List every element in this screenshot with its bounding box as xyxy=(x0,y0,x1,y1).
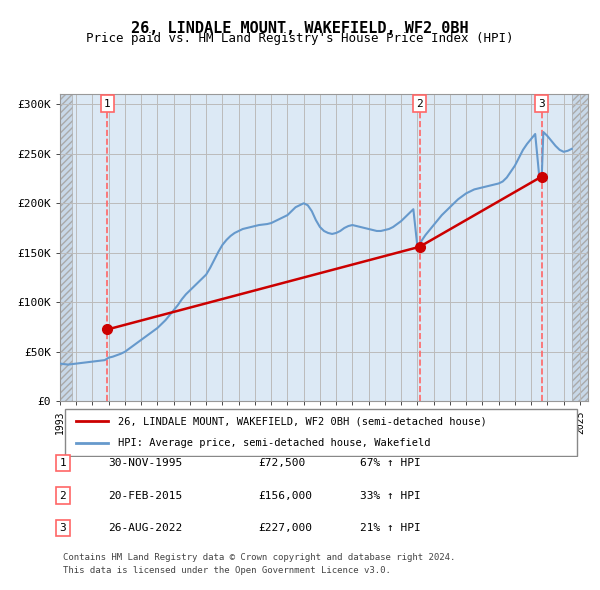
Bar xyxy=(60,94,72,401)
FancyBboxPatch shape xyxy=(65,409,577,456)
Text: £72,500: £72,500 xyxy=(258,458,305,468)
Text: 2: 2 xyxy=(59,491,67,500)
Text: £156,000: £156,000 xyxy=(258,491,312,500)
Text: 30-NOV-1995: 30-NOV-1995 xyxy=(108,458,182,468)
Text: 26-AUG-2022: 26-AUG-2022 xyxy=(108,523,182,533)
Text: 3: 3 xyxy=(538,99,545,109)
Text: 1: 1 xyxy=(104,99,111,109)
Text: 20-FEB-2015: 20-FEB-2015 xyxy=(108,491,182,500)
Text: This data is licensed under the Open Government Licence v3.0.: This data is licensed under the Open Gov… xyxy=(63,566,391,575)
Text: 33% ↑ HPI: 33% ↑ HPI xyxy=(360,491,421,500)
Text: 26, LINDALE MOUNT, WAKEFIELD, WF2 0BH: 26, LINDALE MOUNT, WAKEFIELD, WF2 0BH xyxy=(131,21,469,35)
Text: Price paid vs. HM Land Registry's House Price Index (HPI): Price paid vs. HM Land Registry's House … xyxy=(86,32,514,45)
Text: 21% ↑ HPI: 21% ↑ HPI xyxy=(360,523,421,533)
Text: 26, LINDALE MOUNT, WAKEFIELD, WF2 0BH (semi-detached house): 26, LINDALE MOUNT, WAKEFIELD, WF2 0BH (s… xyxy=(118,416,487,426)
Bar xyxy=(60,94,72,401)
Text: 2: 2 xyxy=(416,99,423,109)
Bar xyxy=(572,94,588,401)
Text: 67% ↑ HPI: 67% ↑ HPI xyxy=(360,458,421,468)
Text: Contains HM Land Registry data © Crown copyright and database right 2024.: Contains HM Land Registry data © Crown c… xyxy=(63,553,455,562)
Bar xyxy=(572,94,588,401)
Text: £227,000: £227,000 xyxy=(258,523,312,533)
Text: HPI: Average price, semi-detached house, Wakefield: HPI: Average price, semi-detached house,… xyxy=(118,438,431,448)
Text: 3: 3 xyxy=(59,523,67,533)
Text: 1: 1 xyxy=(59,458,67,468)
